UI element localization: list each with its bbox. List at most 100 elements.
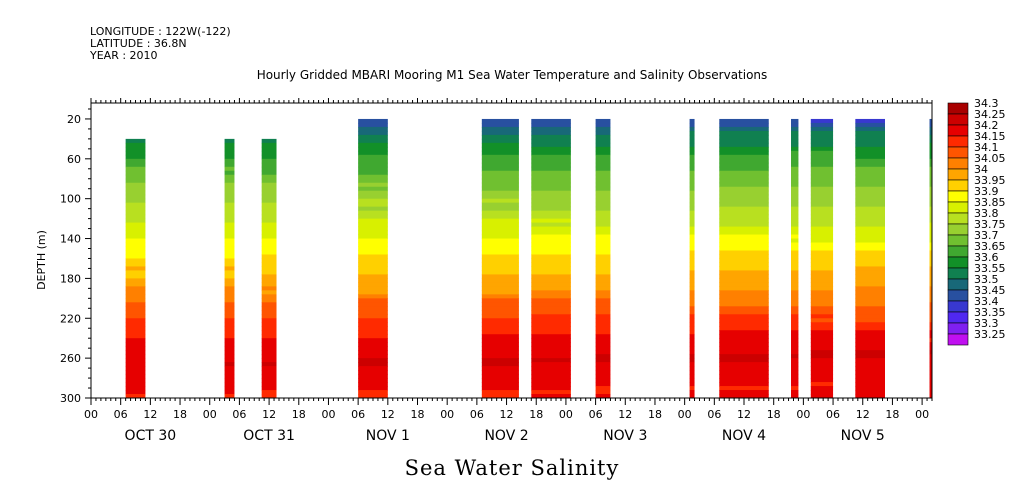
salinity-cell bbox=[125, 146, 146, 152]
salinity-cell bbox=[125, 326, 146, 331]
salinity-cell bbox=[261, 270, 277, 275]
salinity-cell bbox=[125, 330, 146, 335]
salinity-cell bbox=[531, 254, 571, 259]
salinity-cell bbox=[791, 134, 799, 140]
salinity-cell bbox=[810, 270, 834, 275]
salinity-cell bbox=[855, 378, 885, 383]
salinity-cell bbox=[929, 170, 932, 176]
salinity-cell bbox=[261, 246, 277, 251]
colorbar-label: 33.85 bbox=[974, 196, 1006, 209]
salinity-cell bbox=[929, 174, 932, 180]
salinity-cell bbox=[224, 186, 235, 192]
salinity-cell bbox=[481, 218, 519, 224]
salinity-cell bbox=[125, 186, 146, 192]
colorbar-label: 33.6 bbox=[974, 251, 999, 264]
salinity-cell bbox=[224, 270, 235, 275]
salinity-cell bbox=[358, 378, 388, 383]
salinity-cell bbox=[481, 270, 519, 275]
salinity-cell bbox=[531, 146, 571, 152]
salinity-cell bbox=[125, 250, 146, 255]
salinity-cell bbox=[358, 342, 388, 347]
salinity-cell bbox=[481, 158, 519, 164]
salinity-cell bbox=[595, 294, 611, 299]
salinity-cell bbox=[595, 302, 611, 307]
colorbar-label: 33.7 bbox=[974, 229, 999, 242]
colorbar-swatch bbox=[947, 300, 969, 313]
salinity-cell bbox=[689, 366, 695, 371]
salinity-cell bbox=[810, 230, 834, 236]
salinity-cell bbox=[595, 234, 611, 240]
salinity-cell bbox=[261, 210, 277, 216]
colorbar-label: 33.9 bbox=[974, 185, 999, 198]
y-tick-label: 260 bbox=[60, 352, 81, 365]
salinity-cell bbox=[810, 382, 834, 387]
salinity-cell bbox=[810, 378, 834, 383]
salinity-cell bbox=[689, 154, 695, 160]
salinity-cell bbox=[791, 318, 799, 323]
salinity-cell bbox=[855, 210, 885, 216]
salinity-cell bbox=[224, 294, 235, 299]
salinity-cell bbox=[719, 322, 769, 327]
salinity-cell bbox=[531, 198, 571, 204]
salinity-cell bbox=[719, 246, 769, 251]
salinity-cell bbox=[261, 234, 277, 240]
y-tick-label: 180 bbox=[60, 272, 81, 285]
x-tick-label: 00 bbox=[796, 408, 810, 421]
salinity-cell bbox=[224, 310, 235, 315]
salinity-cell bbox=[261, 186, 277, 192]
salinity-cell bbox=[358, 386, 388, 391]
salinity-cell bbox=[810, 362, 834, 367]
salinity-cell bbox=[855, 346, 885, 351]
salinity-cell bbox=[125, 286, 146, 291]
salinity-cell bbox=[481, 326, 519, 331]
x-tick-label: 12 bbox=[143, 408, 157, 421]
x-tick-label: 18 bbox=[529, 408, 543, 421]
salinity-cell bbox=[719, 142, 769, 148]
salinity-cell bbox=[261, 370, 277, 375]
salinity-cell bbox=[531, 374, 571, 379]
salinity-cell bbox=[810, 306, 834, 311]
salinity-cell bbox=[719, 382, 769, 387]
colorbar-label: 33.75 bbox=[974, 218, 1006, 231]
salinity-cell bbox=[810, 262, 834, 267]
salinity-cell bbox=[810, 302, 834, 307]
salinity-cell bbox=[719, 350, 769, 355]
colorbar-swatch bbox=[947, 124, 969, 137]
salinity-cell bbox=[595, 282, 611, 287]
salinity-cell bbox=[689, 118, 695, 124]
salinity-cell bbox=[224, 142, 235, 148]
salinity-cell bbox=[481, 346, 519, 351]
salinity-cell bbox=[595, 322, 611, 327]
salinity-cell bbox=[531, 214, 571, 220]
salinity-cell bbox=[481, 174, 519, 180]
salinity-cell bbox=[125, 266, 146, 271]
salinity-cell bbox=[358, 166, 388, 172]
salinity-cell bbox=[689, 350, 695, 355]
salinity-cell bbox=[261, 154, 277, 160]
salinity-cell bbox=[481, 366, 519, 371]
salinity-cell bbox=[689, 386, 695, 391]
salinity-cell bbox=[531, 350, 571, 355]
salinity-cell bbox=[531, 354, 571, 359]
colorbar-swatch bbox=[947, 311, 969, 324]
salinity-cell bbox=[855, 118, 885, 124]
salinity-cell bbox=[929, 278, 932, 283]
salinity-cell bbox=[791, 174, 799, 180]
salinity-cell bbox=[595, 346, 611, 351]
salinity-cell bbox=[689, 306, 695, 311]
salinity-cell bbox=[481, 122, 519, 128]
salinity-cell bbox=[261, 390, 277, 395]
salinity-cell bbox=[125, 162, 146, 168]
salinity-cell bbox=[689, 162, 695, 168]
salinity-cell bbox=[125, 178, 146, 184]
salinity-cell bbox=[531, 310, 571, 315]
salinity-cell bbox=[791, 190, 799, 196]
salinity-cell bbox=[531, 330, 571, 335]
salinity-cell bbox=[125, 166, 146, 172]
salinity-cell bbox=[855, 214, 885, 220]
salinity-cell bbox=[689, 322, 695, 327]
colorbar-label: 34.15 bbox=[974, 130, 1006, 143]
salinity-cell bbox=[224, 374, 235, 379]
salinity-cell bbox=[224, 342, 235, 347]
salinity-cell bbox=[224, 318, 235, 323]
